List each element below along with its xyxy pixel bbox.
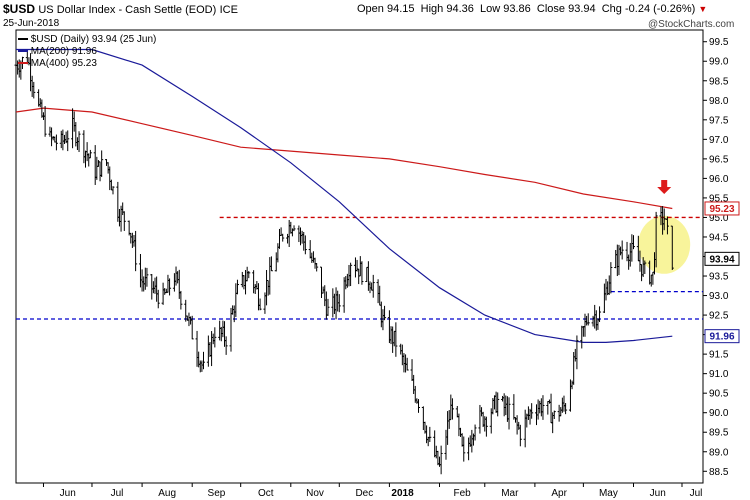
y-tick-label: 97.0 [709, 135, 729, 146]
legend-price: $USD (Daily) 93.94 (25 Jun) [18, 34, 156, 46]
x-tick-label: Dec [355, 488, 373, 499]
symbol: $USD [3, 2, 36, 16]
y-tick-label: 90.5 [709, 389, 729, 400]
y-tick-label: 90.0 [709, 408, 729, 419]
ma200-swatch [18, 50, 28, 53]
close-badge: 93.94 [709, 254, 734, 265]
y-tick-label: 88.5 [709, 467, 729, 478]
y-tick-label: 93.0 [709, 291, 729, 302]
y-tick-label: 99.5 [709, 37, 729, 48]
ohlc-readout: Open 94.15 High 94.36 Low 93.86 Close 93… [357, 3, 707, 15]
x-tick-label: Oct [258, 488, 274, 499]
chg-down-arrow-icon: ▼ [698, 4, 708, 14]
header-date: 25-Jun-2018 [3, 18, 60, 29]
x-tick-label: Aug [158, 488, 176, 499]
index-name: US Dollar Index - Cash Settle (EOD) [38, 4, 217, 16]
high-label: High [420, 3, 444, 15]
chg-value: -0.24 (-0.26%) [624, 3, 696, 15]
ma200-line [16, 48, 673, 343]
y-tick-label: 91.0 [709, 369, 729, 380]
x-tick-label: Feb [454, 488, 472, 499]
x-tick-label: Sep [208, 488, 226, 499]
y-tick-label: 92.5 [709, 311, 729, 322]
watermark: @StockCharts.com [648, 19, 735, 30]
y-tick-label: 96.0 [709, 174, 729, 185]
open-label: Open [357, 3, 384, 15]
y-tick-label: 95.0 [709, 213, 729, 224]
x-tick-label: Nov [306, 488, 324, 499]
x-tick-label: Jul [690, 488, 703, 499]
close-badge-box [704, 251, 740, 266]
y-tick-label: 93.5 [709, 272, 729, 283]
legend-ma400: MA(400) 95.23 [18, 58, 156, 70]
x-tick-label: Mar [501, 488, 519, 499]
down-arrow-stem [661, 180, 668, 188]
x-tick-label: Apr [551, 488, 567, 499]
y-tick-label: 89.5 [709, 428, 729, 439]
ma200-badge-box [704, 329, 740, 344]
plot-frame [15, 29, 704, 484]
x-tick-label: Jun [60, 488, 76, 499]
price-swatch [18, 38, 28, 41]
ma400-badge-box [704, 201, 740, 216]
legend: $USD (Daily) 93.94 (25 Jun) MA(200) 91.9… [18, 34, 156, 70]
down-arrow-head [657, 187, 672, 195]
chg-label: Chg [601, 3, 622, 15]
ma400-badge: 95.23 [709, 204, 734, 215]
y-tick-label: 96.5 [709, 154, 729, 165]
ma200-badge: 91.96 [709, 332, 734, 343]
low-value: 93.86 [503, 3, 531, 15]
y-tick-label: 95.5 [709, 193, 729, 204]
ma400-line [15, 107, 673, 210]
y-tick-label: 97.5 [709, 115, 729, 126]
x-tick-label: Jul [111, 488, 124, 499]
y-tick-label: 98.0 [709, 96, 729, 107]
x-tick-label: May [599, 488, 618, 499]
open-value: 94.15 [386, 3, 415, 15]
exchange: ICE [219, 4, 238, 16]
header-title: $USD US Dollar Index - Cash Settle (EOD)… [3, 2, 238, 16]
x-tick-label: Jun [650, 488, 666, 499]
y-tick-label: 99.0 [709, 57, 729, 68]
y-tick-label: 91.5 [709, 350, 729, 361]
low-label: Low [479, 3, 501, 15]
y-tick-label: 89.0 [709, 447, 729, 458]
x-tick-label: 2018 [391, 488, 414, 499]
high-value: 94.36 [446, 3, 474, 15]
highlight-circle [638, 215, 691, 274]
close-value: 93.94 [568, 3, 596, 15]
ma400-swatch [18, 62, 28, 65]
y-tick-label: 94.5 [709, 232, 729, 243]
legend-ma200: MA(200) 91.96 [18, 46, 156, 58]
y-tick-label: 98.5 [709, 76, 729, 87]
close-label: Close [536, 3, 566, 15]
